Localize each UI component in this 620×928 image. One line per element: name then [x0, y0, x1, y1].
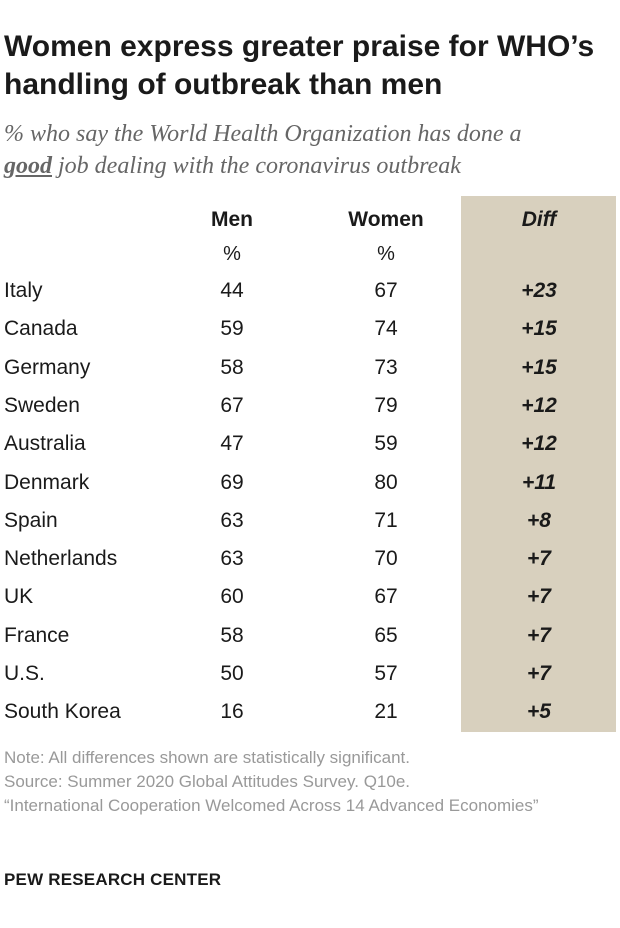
women-value: 79: [374, 393, 398, 417]
women-value: 21: [374, 700, 398, 724]
source-text: Source: Summer 2020 Global Attitudes Sur…: [4, 772, 411, 791]
women-value: 65: [374, 623, 398, 647]
table-row: Spain 63 71 +8: [0, 502, 620, 540]
diff-value: +7: [527, 547, 551, 571]
country-label: Australia: [4, 432, 86, 456]
chart-title: Women express greater praise for WHO’s h…: [4, 30, 595, 101]
country-label: Sweden: [4, 393, 80, 417]
diff-value: +5: [527, 700, 551, 724]
men-value: 59: [220, 317, 244, 341]
men-value: 50: [220, 662, 244, 685]
pew-research-center-logo: PEW RESEARCH CENTER: [4, 870, 222, 889]
women-value: 80: [374, 470, 398, 494]
country-label: Spain: [4, 508, 58, 532]
table-row: Italy 44 67 +23: [0, 272, 620, 310]
women-value: 71: [374, 508, 398, 532]
table-row: South Korea 16 21 +5: [0, 693, 620, 731]
men-value: 44: [220, 279, 244, 302]
diff-value: +15: [521, 355, 557, 379]
table-row: France 58 65 +7: [0, 617, 620, 655]
country-label: South Korea: [4, 700, 121, 724]
men-value: 47: [220, 432, 244, 456]
table-row: Netherlands 63 70 +7: [0, 540, 620, 578]
table-row: Germany 58 73 +15: [0, 349, 620, 387]
diff-value: +23: [521, 279, 557, 302]
diff-value: +12: [521, 432, 557, 456]
women-value: 67: [374, 585, 398, 609]
table-row: Denmark 69 80 +11: [0, 464, 620, 502]
country-label: Italy: [4, 279, 43, 302]
country-label: Germany: [4, 355, 91, 379]
chart-subtitle: % who say the World Health Organization …: [4, 118, 614, 182]
subtitle-text-before: % who say the World Health Organization …: [4, 121, 522, 147]
women-value: 70: [374, 547, 398, 571]
men-value: 58: [220, 355, 244, 379]
subtitle-text-after: job dealing with the coronavirus outbrea…: [52, 153, 461, 179]
diff-column-highlight: [461, 196, 616, 732]
men-value: 63: [220, 547, 244, 571]
women-unit-label: %: [377, 243, 395, 265]
report-title-text: “International Cooperation Welcomed Acro…: [4, 796, 539, 815]
women-value: 57: [374, 662, 398, 685]
women-value: 74: [374, 317, 398, 341]
diff-value: +7: [527, 585, 551, 609]
diff-value: +7: [527, 623, 551, 647]
subtitle-emphasis: good: [4, 153, 52, 179]
country-label: France: [4, 623, 70, 647]
men-unit-label: %: [223, 243, 241, 265]
column-header-diff: Diff: [521, 208, 557, 231]
diff-value: +7: [527, 662, 551, 685]
men-value: 67: [220, 393, 244, 417]
women-value: 73: [374, 355, 398, 379]
men-value: 60: [220, 585, 244, 609]
chart-notes: Note: All differences shown are statisti…: [4, 746, 564, 818]
country-label: Denmark: [4, 470, 90, 494]
country-label: Netherlands: [4, 547, 118, 571]
table-row: U.S. 50 57 +7: [0, 655, 620, 693]
men-value: 69: [220, 470, 244, 494]
table-row: Australia 47 59 +12: [0, 425, 620, 463]
women-value: 59: [374, 432, 398, 456]
men-value: 16: [220, 700, 244, 724]
men-value: 58: [220, 623, 244, 647]
table-row: UK 60 67 +7: [0, 578, 620, 616]
column-header-women: Women: [348, 208, 424, 231]
country-label: UK: [4, 585, 34, 609]
note-text: Note: All differences shown are statisti…: [4, 748, 410, 767]
diff-value: +11: [521, 470, 557, 494]
country-label: Canada: [4, 317, 78, 341]
table-row: Sweden 67 79 +12: [0, 387, 620, 425]
column-header-men: Men: [211, 208, 253, 231]
country-label: U.S.: [4, 662, 45, 685]
women-value: 67: [374, 279, 398, 302]
men-value: 63: [220, 508, 244, 532]
table-row: Canada 59 74 +15: [0, 310, 620, 348]
diff-value: +12: [521, 393, 557, 417]
diff-value: +8: [527, 508, 551, 532]
diff-value: +15: [521, 317, 557, 341]
